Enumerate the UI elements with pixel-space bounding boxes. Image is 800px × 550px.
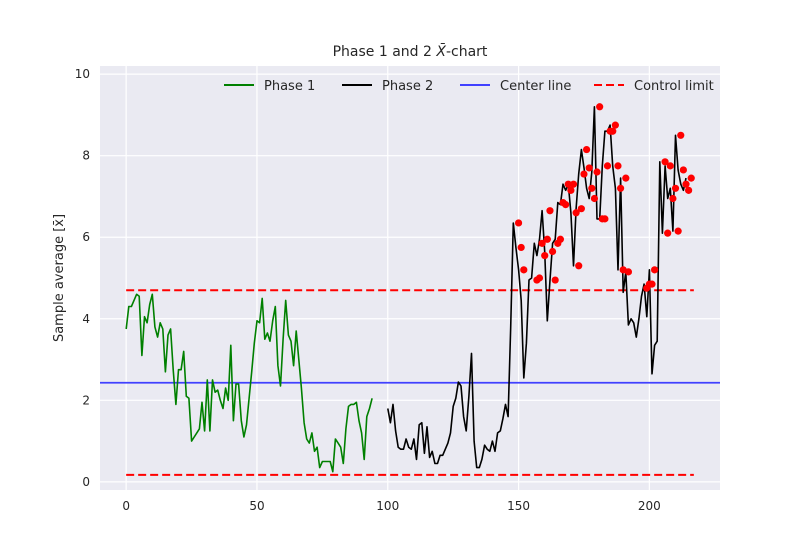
x-tick-label: 100 [376,499,399,513]
out-of-control-point [624,268,633,276]
y-tick-labels: 0 2 4 6 8 10 [75,67,90,489]
out-of-control-point [517,243,525,252]
legend-label: Center line [500,79,571,94]
out-of-control-point [564,180,572,188]
plot-area [100,66,720,490]
out-of-control-point [611,121,619,129]
y-tick-label: 8 [82,149,90,163]
out-of-control-point [609,127,617,135]
out-of-control-point [551,276,559,284]
out-of-control-point [603,162,612,170]
out-of-control-point [556,235,565,243]
out-of-control-point [679,166,687,174]
legend-label: Phase 2 [382,79,433,94]
out-of-control-point [616,184,625,192]
out-of-control-point [541,251,549,260]
out-of-control-point [687,174,695,182]
grid-lines [100,66,720,490]
out-of-control-point [614,162,622,170]
chart-title: Phase 1 and 2 X̄-chart [333,42,488,60]
out-of-control-point [543,235,551,243]
out-of-control-point [572,209,580,217]
out-of-control-point [567,186,575,194]
y-tick-label: 0 [82,475,90,489]
out-of-control-point [669,194,677,203]
x-tick-labels: 0 50 100 150 200 [122,499,660,513]
out-of-control-point [671,184,680,192]
out-of-control-point [661,158,669,166]
out-of-control-point [666,162,674,170]
legend-label: Phase 1 [264,79,315,94]
out-of-control-point [682,180,690,188]
x-tick-label: 150 [507,499,530,513]
control-lines [100,289,720,476]
phase-2-line [387,106,687,469]
out-of-control-point [596,103,604,111]
out-of-control-point [650,266,659,274]
out-of-control-point [677,131,685,139]
out-of-control-point [674,227,682,235]
data-series [125,106,687,473]
y-tick-label: 10 [75,67,90,81]
out-of-control-points [514,103,695,292]
out-of-control-point [562,201,570,209]
out-of-control-point [582,145,591,154]
out-of-control-point [664,229,672,237]
out-of-control-point [569,180,578,188]
y-tick-label: 2 [82,393,90,407]
out-of-control-point [514,219,523,227]
out-of-control-point [575,262,583,270]
out-of-control-point [590,194,599,203]
out-of-control-point [685,186,693,194]
y-tick-label: 6 [82,230,90,244]
out-of-control-point [548,247,557,256]
out-of-control-point [538,239,546,247]
out-of-control-point [622,174,630,182]
y-axis-label: Sample average [x̄] [52,214,67,342]
x-tick-label: 200 [638,499,661,513]
x-tick-label: 50 [249,499,264,513]
y-tick-label: 4 [82,312,90,326]
x-tick-label: 0 [122,499,130,513]
out-of-control-point [520,266,528,274]
out-of-control-point [546,207,554,215]
out-of-control-point [593,168,601,176]
out-of-control-point [601,215,609,223]
legend-label: Control limit [634,79,714,94]
out-of-control-point [535,274,544,282]
out-of-control-point [648,280,656,288]
out-of-control-point [588,184,596,192]
out-of-control-point [580,170,588,178]
out-of-control-point [577,205,585,213]
phase-1-line [125,293,373,473]
legend: Phase 1 Phase 2 Center line Control limit [224,79,714,94]
out-of-control-point [585,164,593,172]
